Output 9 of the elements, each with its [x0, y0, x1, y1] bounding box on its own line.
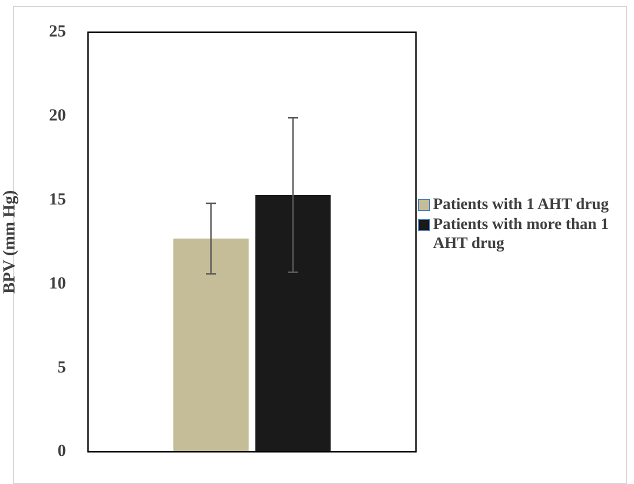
y-tick-label: 10 — [49, 273, 66, 292]
y-tick-label: 15 — [49, 189, 66, 208]
y-tick-label: 25 — [49, 22, 66, 41]
y-tick-label: 20 — [49, 106, 66, 125]
y-tick-label: 5 — [58, 357, 66, 376]
legend-label: Patients with more than 1 AHT drug — [433, 215, 610, 253]
legend-label: Patients with 1 AHT drug — [433, 195, 609, 214]
y-tick-label: 0 — [58, 441, 66, 460]
y-axis-title: BPV (mm Hg) — [0, 190, 19, 294]
